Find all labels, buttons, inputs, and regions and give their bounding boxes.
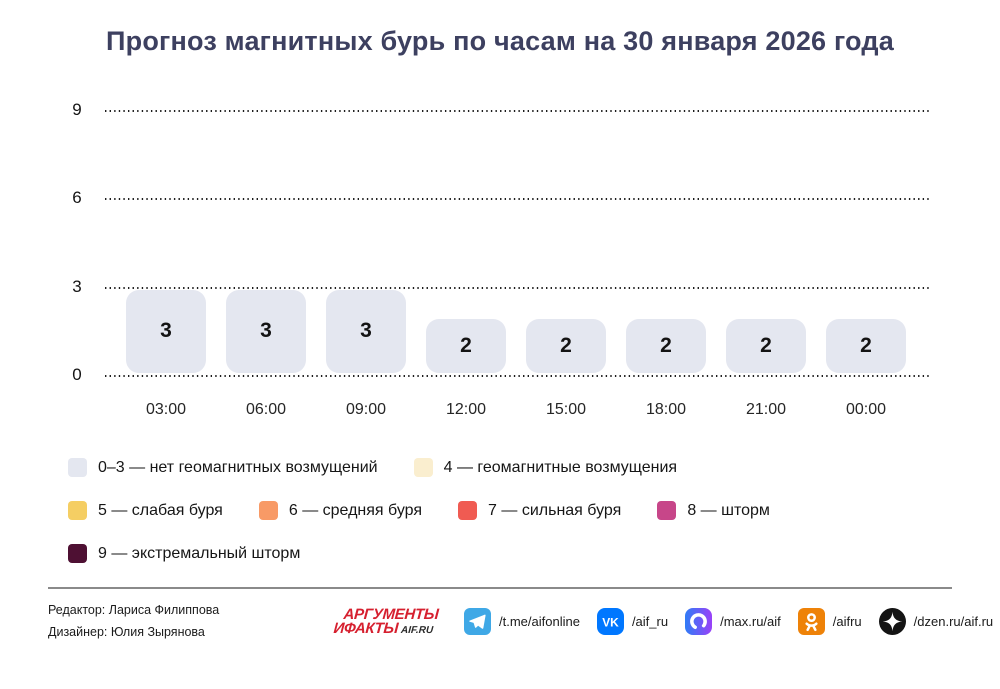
legend-row: 0–3 — нет геомагнитных возмущений 4 — гео… [68,458,952,477]
legend-item: 9 — экстремальный шторм [68,544,300,563]
legend-swatch [413,458,433,477]
y-axis-tick-label: 3 [72,276,82,296]
bar: 3 [326,289,406,373]
legend-swatch [657,501,677,520]
legend-swatch [68,458,87,477]
vk-icon: VK [596,608,624,636]
legend-swatch [68,501,87,520]
social-handle: /aifru [832,614,862,630]
legend-item: 7 — сильная буря [458,501,621,520]
legend-item: 5 — слабая буря [68,501,223,520]
bar-value-label: 2 [460,334,472,358]
page-title: Прогноз магнитных бурь по часам на 30 ян… [106,26,894,56]
legend-item: 4 — геомагнитные возмущения [413,458,678,477]
bar-value-label: 3 [360,319,372,343]
gridline [105,198,930,201]
x-axis-tick-label: 06:00 [245,401,287,418]
bar-value-label: 3 [260,319,272,343]
bar-value-label: 2 [560,334,572,358]
legend-label: 7 — сильная буря [488,501,622,519]
social-link[interactable]: /t.me/aifonline [464,608,580,636]
bar: 2 [626,319,706,373]
designer-credit: Дизайнер: Юлия Зырянова [48,624,205,639]
y-axis-tick-label: 9 [72,100,82,120]
legend-label: 8 — шторм [687,501,770,519]
telegram-icon [464,608,491,636]
bar-value-label: 2 [660,334,672,358]
bar: 3 [126,289,206,373]
legend-swatch [458,501,478,520]
legend-item: 6 — средняя буря [258,501,423,520]
gridline [105,286,930,289]
x-axis-tick-label: 03:00 [145,401,187,418]
chart-legend: 0–3 — нет геомагнитных возмущений 4 — гео… [68,458,952,563]
aif-logo-line2: ИФАКТЫ AIF.RU [332,619,434,637]
x-axis-tick-label: 09:00 [345,401,387,418]
legend-item: 8 — шторм [657,501,770,520]
legend-label: 4 — геомагнитные возмущения [443,458,678,476]
bar: 2 [526,319,606,373]
x-axis-tick-label: 18:00 [645,401,687,418]
legend-label: 0–3 — нет геомагнитных возмущений [98,458,378,476]
aif-logo-suffix: AIF.RU [400,624,434,636]
max-icon [685,608,713,636]
bar-value-label: 2 [860,334,872,358]
x-axis-tick-label: 15:00 [545,401,587,418]
legend-label: 6 — средняя буря [288,501,423,519]
bar: 2 [826,319,906,373]
credits: Редактор: Лариса Филиппова Дизайнер: Юли… [48,600,298,644]
legend-item: 0–3 — нет геомагнитных возмущений [68,458,378,477]
gridline [105,375,930,377]
y-axis-tick-label: 6 [72,188,82,208]
social-handle: /t.me/aifonline [499,614,580,630]
social-link[interactable]: VK/aif_ru [596,608,669,636]
footer: Редактор: Лариса Филиппова Дизайнер: Юли… [0,589,1000,644]
social-link[interactable]: /aifru [797,608,862,636]
legend-swatch [68,544,87,563]
footer-divider [48,587,952,589]
legend-swatch [258,501,278,520]
bar: 2 [726,319,806,373]
social-handle: /max.ru/aif [720,614,781,630]
legend-label: 9 — экстремальный шторм [98,544,301,562]
bar: 2 [426,319,506,373]
social-link[interactable]: /max.ru/aif [685,608,781,636]
bar-value-label: 2 [760,334,772,358]
x-axis-tick-label: 12:00 [445,401,487,418]
legend-row: 5 — слабая буря 6 — средняя буря 7 — сильн… [68,501,952,520]
social-handle: /aif_ru [631,614,669,630]
aif-logo: АРГУМЕНТЫ ИФАКТЫ AIF.RU [332,606,439,637]
legend-label: 5 — слабая буря [98,501,223,519]
bar: 3 [226,289,306,373]
social-link[interactable]: /dzen.ru/aif.ru [878,608,994,636]
legend-row: 9 — экстремальный шторм [68,544,952,563]
editor-credit: Редактор: Лариса Филиппова [48,603,220,617]
x-axis-tick-label: 00:00 [845,401,887,418]
y-axis-tick-label: 0 [72,365,82,384]
svg-text:VK: VK [602,616,619,630]
gridline [105,110,930,113]
chart-area: 9 6 3 0 3 03:00 3 06:00 3 09:00 2 12:00 2 15:00 2 18:00… [0,95,1000,425]
bar-value-label: 3 [160,319,172,343]
ok-icon [797,608,825,636]
x-axis-tick-label: 21:00 [745,401,787,418]
social-handle: /dzen.ru/aif.ru [913,614,994,630]
dzen-icon [878,608,906,636]
social-links: /t.me/aifonline VK/aif_ru/max.ru/aif/aifr… [464,608,994,636]
